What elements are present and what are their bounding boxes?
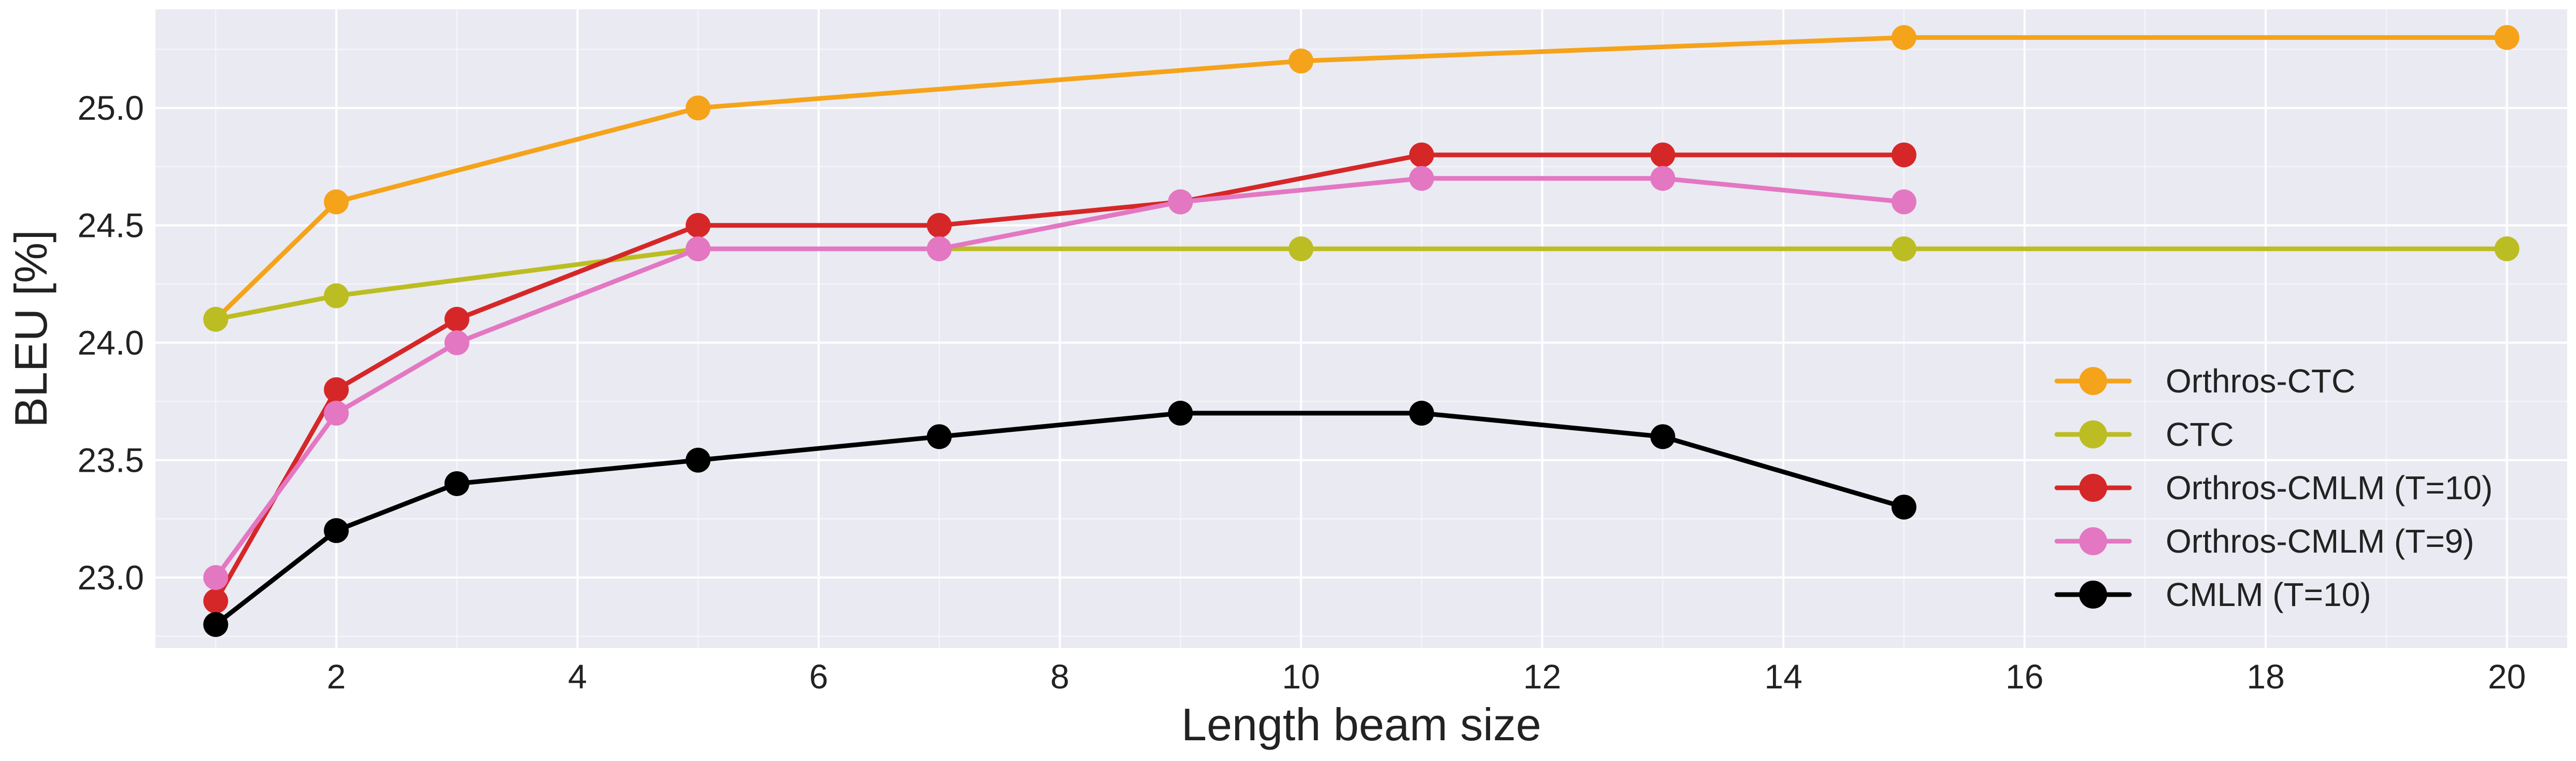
data-point — [444, 306, 469, 332]
legend-entry: Orthros-CMLM (T=9) — [2054, 523, 2474, 560]
data-point — [203, 565, 228, 590]
data-point — [1409, 401, 1434, 426]
x-tick-label: 18 — [2246, 657, 2284, 696]
legend-label: CMLM (T=10) — [2166, 576, 2371, 613]
data-point — [444, 330, 469, 356]
x-tick-label: 8 — [1050, 657, 1069, 696]
data-point — [926, 213, 952, 238]
legend-marker — [2079, 581, 2107, 609]
y-tick-label: 23.0 — [78, 558, 144, 597]
legend-entry: CTC — [2054, 416, 2234, 453]
series-layer — [203, 25, 2520, 637]
y-tick-label: 23.5 — [78, 441, 144, 480]
data-point — [2494, 25, 2520, 50]
data-point — [926, 236, 952, 261]
data-point — [1891, 142, 1916, 167]
x-tick-label: 20 — [2488, 657, 2526, 696]
data-point — [685, 447, 711, 473]
x-tick-label: 6 — [809, 657, 828, 696]
legend: Orthros-CTC CTC Orthros-CMLM (T=10) Orthros… — [2054, 362, 2493, 613]
legend-entry: CMLM (T=10) — [2054, 576, 2371, 613]
data-point — [926, 424, 952, 449]
data-point — [324, 518, 349, 543]
data-point — [444, 471, 469, 496]
legend-label: CTC — [2166, 416, 2234, 453]
data-point — [203, 306, 228, 332]
y-tick-label: 25.0 — [78, 89, 144, 127]
plot-area — [155, 9, 2567, 648]
x-tick-label: 16 — [2006, 657, 2043, 696]
data-point — [685, 95, 711, 121]
x-tick-label: 14 — [1764, 657, 1802, 696]
data-point — [324, 283, 349, 308]
legend-entry: Orthros-CMLM (T=10) — [2054, 469, 2493, 506]
data-point — [1409, 166, 1434, 191]
data-point — [685, 236, 711, 261]
legend-label: Orthros-CMLM (T=9) — [2166, 523, 2474, 560]
data-point — [1289, 48, 1314, 74]
legend-marker — [2079, 420, 2107, 448]
x-tick-label: 10 — [1282, 657, 1320, 696]
tick-labels: 2 4 6 8 10 12 14 16 18 20 23.0 23.5 24.0 24.5 25.0 — [78, 89, 2526, 696]
data-point — [324, 377, 349, 402]
legend-marker — [2079, 474, 2107, 502]
series-line — [213, 35, 2510, 322]
x-tick-label: 2 — [327, 657, 346, 696]
data-point — [1168, 401, 1193, 426]
data-point — [1409, 142, 1434, 167]
y-tick-label: 24.0 — [78, 323, 144, 362]
legend-marker — [2079, 367, 2107, 395]
data-point — [1168, 189, 1193, 215]
x-axis-label: Length beam size — [1181, 699, 1541, 750]
data-point — [1650, 166, 1676, 191]
legend-marker — [2079, 527, 2107, 555]
data-point — [203, 588, 228, 614]
x-tick-label: 12 — [1523, 657, 1561, 696]
data-point — [1650, 142, 1676, 167]
data-point — [1891, 25, 1916, 50]
x-tick-label: 4 — [568, 657, 587, 696]
legend-label: Orthros-CTC — [2166, 362, 2355, 400]
data-point — [1891, 189, 1916, 215]
data-point — [685, 213, 711, 238]
y-axis-label: BLEU [%] — [5, 230, 56, 427]
series-cmlm-t-10 — [203, 401, 1916, 637]
data-point — [1289, 236, 1314, 261]
data-point — [324, 189, 349, 215]
legend-entry: Orthros-CTC — [2054, 362, 2355, 400]
data-point — [2494, 236, 2520, 261]
data-point — [1891, 236, 1916, 261]
data-point — [1650, 424, 1676, 449]
data-point — [324, 401, 349, 426]
data-point — [1891, 495, 1916, 520]
y-tick-label: 24.5 — [78, 206, 144, 245]
data-point — [203, 612, 228, 637]
legend-label: Orthros-CMLM (T=10) — [2166, 469, 2493, 506]
series-orthros-cmlm-t-9 — [203, 166, 1916, 590]
